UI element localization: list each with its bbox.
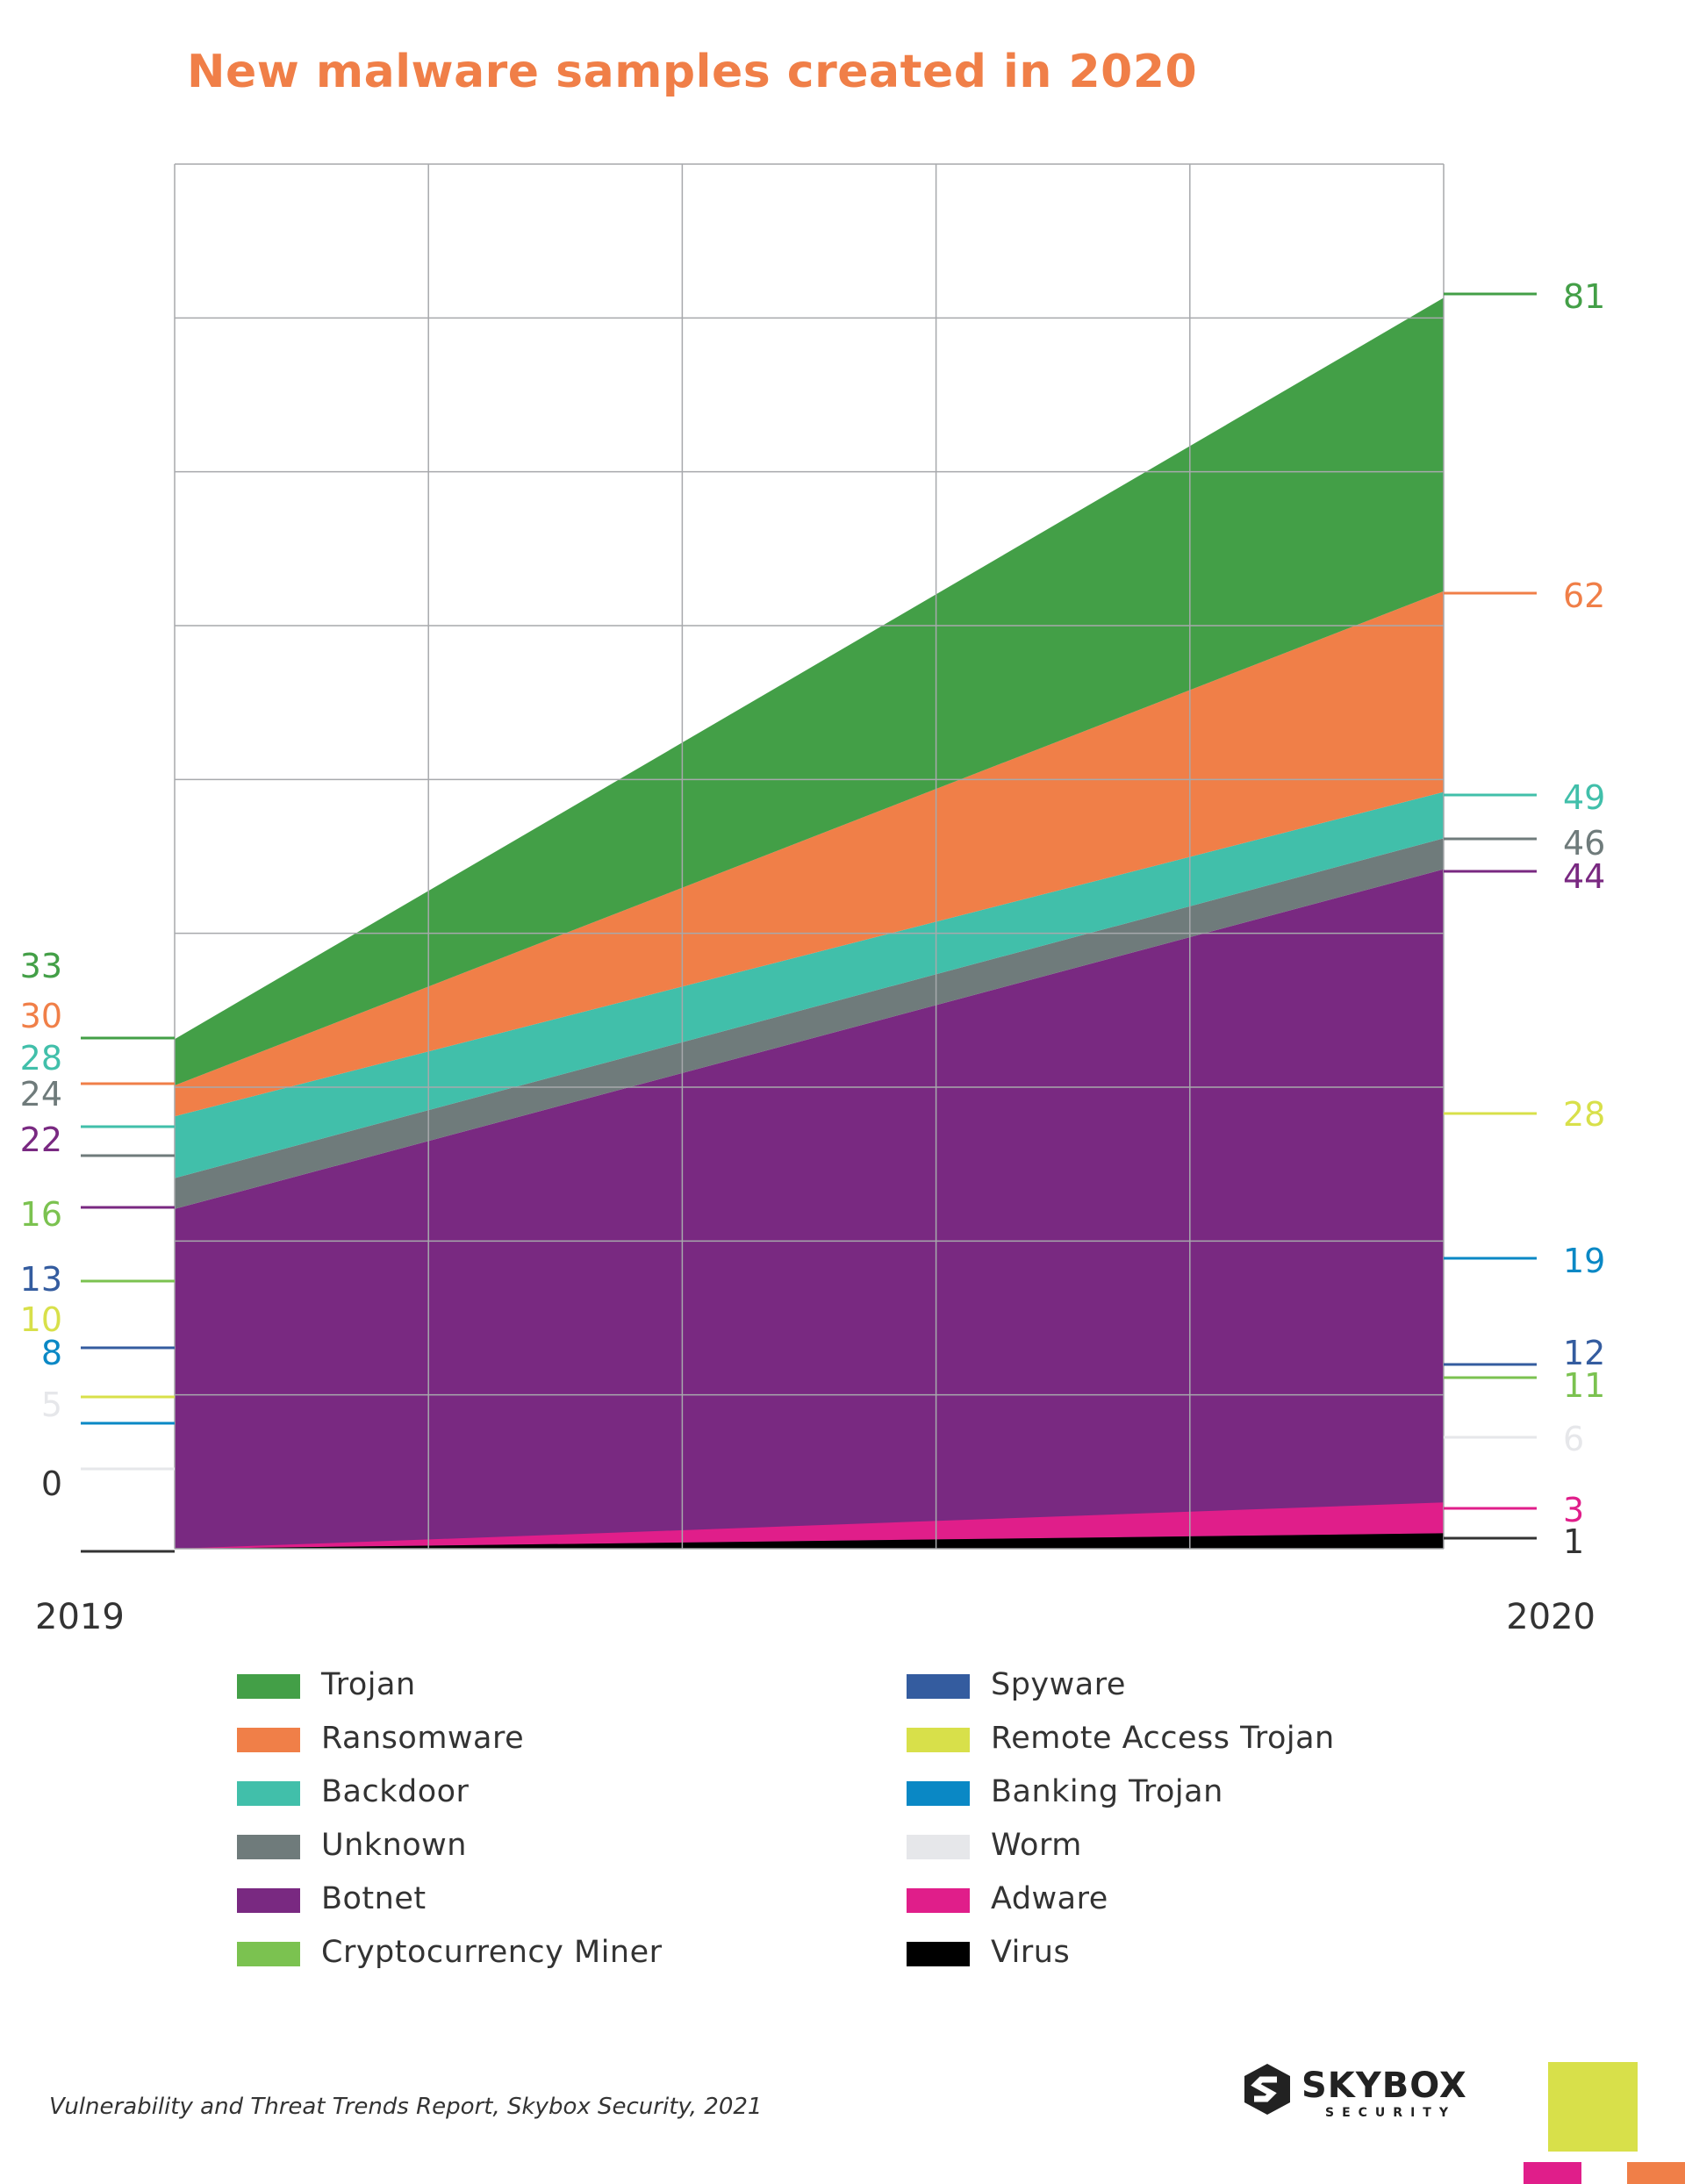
legend-swatch (237, 1942, 300, 1966)
logo-subtitle: SECURITY (1325, 2106, 1456, 2120)
right-value-label-12: 12 (1563, 1334, 1605, 1372)
legend-label: Cryptocurrency Miner (321, 1935, 663, 1970)
left-value-label-33: 33 (20, 947, 62, 985)
decor-square-lime (1548, 2062, 1638, 2152)
right-value-label-46: 46 (1563, 824, 1605, 863)
decor-square-pink (1524, 2162, 1581, 2184)
right-value-label-81: 81 (1563, 277, 1605, 316)
logo-wordmark: SKYBOX (1301, 2066, 1467, 2106)
legend-label: Banking Trojan (991, 1774, 1223, 1809)
legend-swatch (237, 1835, 300, 1859)
legend-swatch (237, 1781, 300, 1806)
x-label-start: 2019 (35, 1597, 125, 1637)
right-value-label-49: 49 (1563, 778, 1605, 817)
area-botnet (175, 869, 1444, 1549)
left-value-label-24: 24 (20, 1075, 62, 1113)
right-value-label-28: 28 (1563, 1095, 1605, 1134)
legend-label: Unknown (321, 1828, 467, 1863)
right-value-label-19: 19 (1563, 1242, 1605, 1280)
right-value-label-44: 44 (1563, 857, 1605, 896)
area-unknown (175, 838, 1444, 1209)
legend-swatch (237, 1674, 300, 1699)
legend-label: Trojan (321, 1667, 416, 1702)
legend-label: Remote Access Trojan (991, 1721, 1335, 1756)
x-label-end: 2020 (1506, 1597, 1595, 1637)
right-value-label-3: 3 (1563, 1491, 1584, 1529)
right-value-label-62: 62 (1563, 576, 1605, 615)
left-value-label-28: 28 (20, 1039, 62, 1078)
area-virus (175, 1533, 1444, 1549)
legend-swatch (237, 1728, 300, 1752)
legend-swatch (907, 1781, 970, 1806)
legend-swatch (907, 1942, 970, 1966)
left-value-label-30: 30 (20, 997, 62, 1035)
area-adware (175, 1502, 1444, 1549)
legend-label: Ransomware (321, 1721, 525, 1756)
legend-label: Botnet (321, 1881, 427, 1916)
area-chart: 3330282422161310850816249464428191211631… (20, 163, 1605, 1637)
left-value-label-22: 22 (20, 1121, 62, 1159)
legend-label: Adware (991, 1881, 1108, 1916)
left-value-label-0: 0 (41, 1464, 62, 1503)
chart-title: New malware samples created in 2020 (187, 46, 1198, 98)
left-value-label-10: 10 (20, 1300, 62, 1339)
legend-label: Virus (991, 1935, 1071, 1970)
skybox-logo: SKYBOX SECURITY (1242, 2062, 1496, 2132)
legend-swatch (237, 1888, 300, 1913)
legend-label: Backdoor (321, 1774, 470, 1809)
left-value-label-8: 8 (41, 1334, 62, 1372)
skybox-logo-icon (1244, 2064, 1290, 2115)
right-value-label-11: 11 (1563, 1366, 1605, 1405)
right-value-label-1: 1 (1563, 1522, 1584, 1561)
legend-swatch (907, 1888, 970, 1913)
legend-swatch (907, 1835, 970, 1859)
legend-swatch (907, 1728, 970, 1752)
left-value-label-16: 16 (20, 1195, 62, 1234)
left-value-label-13: 13 (20, 1260, 62, 1299)
legend-label: Spyware (991, 1667, 1126, 1702)
decor-square-orange (1627, 2162, 1685, 2184)
legend-label: Worm (991, 1828, 1082, 1863)
area-backdoor (175, 791, 1444, 1178)
legend-swatch (907, 1674, 970, 1699)
area-trojan (175, 297, 1444, 1085)
source-footnote: Vulnerability and Threat Trends Report, … (49, 2094, 763, 2120)
left-value-label-5: 5 (41, 1386, 62, 1424)
right-value-label-6: 6 (1563, 1420, 1584, 1458)
area-ransomware (175, 591, 1444, 1117)
